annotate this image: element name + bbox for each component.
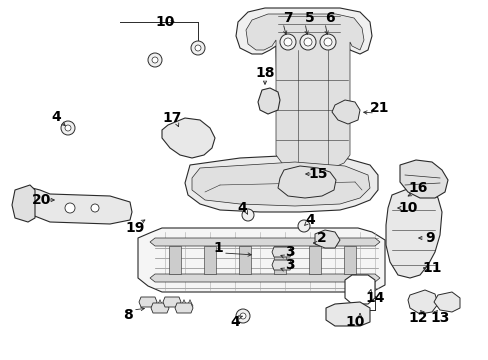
Text: 16: 16 (407, 181, 427, 195)
Polygon shape (175, 303, 193, 313)
Text: 20: 20 (32, 193, 52, 207)
Circle shape (297, 220, 309, 232)
Polygon shape (150, 274, 379, 282)
Text: 4: 4 (230, 315, 240, 329)
Polygon shape (150, 238, 379, 246)
Polygon shape (138, 228, 384, 292)
Circle shape (319, 34, 335, 50)
Polygon shape (162, 118, 215, 158)
Text: 21: 21 (369, 101, 389, 115)
Polygon shape (325, 302, 369, 326)
Circle shape (65, 203, 75, 213)
Text: 17: 17 (162, 111, 182, 125)
Circle shape (240, 313, 245, 319)
Text: 14: 14 (365, 291, 384, 305)
Text: 12: 12 (407, 311, 427, 325)
Circle shape (284, 38, 291, 46)
Polygon shape (407, 290, 437, 314)
Text: 15: 15 (307, 167, 327, 181)
Text: 4: 4 (237, 201, 246, 215)
Text: 13: 13 (429, 311, 449, 325)
Text: 4: 4 (51, 110, 61, 124)
Text: 10: 10 (155, 15, 174, 29)
Polygon shape (239, 246, 250, 274)
Circle shape (148, 53, 162, 67)
Polygon shape (139, 297, 157, 307)
Circle shape (61, 121, 75, 135)
Text: 4: 4 (305, 213, 314, 227)
Text: 2: 2 (317, 231, 326, 245)
Text: 11: 11 (421, 261, 441, 275)
Polygon shape (184, 155, 377, 212)
Polygon shape (151, 303, 169, 313)
Circle shape (152, 57, 158, 63)
Polygon shape (433, 292, 459, 312)
Polygon shape (278, 166, 335, 198)
Text: 10: 10 (398, 201, 417, 215)
Text: 19: 19 (125, 221, 144, 235)
Polygon shape (245, 14, 363, 170)
Text: 9: 9 (425, 231, 434, 245)
Text: 6: 6 (325, 11, 334, 25)
Polygon shape (12, 185, 35, 222)
Polygon shape (163, 297, 181, 307)
Circle shape (236, 309, 249, 323)
Polygon shape (343, 246, 355, 274)
Circle shape (191, 41, 204, 55)
Polygon shape (236, 8, 371, 176)
Polygon shape (271, 260, 291, 270)
Text: 1: 1 (213, 241, 223, 255)
Polygon shape (203, 246, 216, 274)
Polygon shape (345, 275, 374, 304)
Circle shape (324, 38, 331, 46)
Polygon shape (258, 88, 280, 114)
Text: 18: 18 (255, 66, 274, 80)
Text: 8: 8 (123, 308, 133, 322)
Text: 5: 5 (305, 11, 314, 25)
Polygon shape (273, 246, 285, 274)
Polygon shape (169, 246, 181, 274)
Text: 10: 10 (345, 315, 364, 329)
Circle shape (65, 125, 71, 131)
Polygon shape (308, 246, 320, 274)
Text: 7: 7 (283, 11, 292, 25)
Circle shape (304, 38, 311, 46)
Circle shape (195, 45, 201, 51)
Polygon shape (32, 188, 132, 224)
Circle shape (280, 34, 295, 50)
Polygon shape (314, 230, 339, 248)
Text: 3: 3 (285, 245, 294, 259)
Polygon shape (192, 162, 369, 206)
Circle shape (91, 204, 99, 212)
Polygon shape (331, 100, 359, 124)
Text: 3: 3 (285, 258, 294, 272)
Polygon shape (385, 188, 441, 278)
Polygon shape (399, 160, 447, 198)
Circle shape (299, 34, 315, 50)
Polygon shape (271, 247, 291, 257)
Circle shape (242, 209, 253, 221)
